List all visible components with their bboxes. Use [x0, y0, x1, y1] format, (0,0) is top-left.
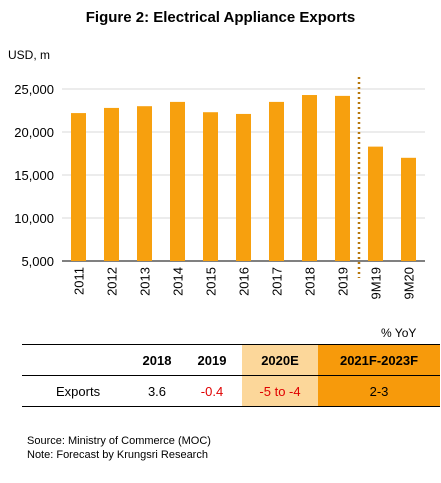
header-2020e: 2020E: [242, 344, 318, 376]
header-2018: 2018: [132, 344, 182, 376]
x-tick-label: 2017: [270, 267, 285, 296]
bar: [203, 112, 218, 261]
y-axis-label: USD, m: [8, 48, 50, 62]
forecast-note: Note: Forecast by Krungsri Research: [27, 449, 208, 461]
y-tick-label: 15,000: [14, 168, 54, 183]
x-tick-label: 9M19: [369, 267, 384, 300]
cell-2018: 3.6: [132, 375, 182, 407]
y-tick-label: 25,000: [14, 82, 54, 97]
forecast-table: 2018 2019 2020E 2021F-2023F Exports 3.6 …: [22, 344, 440, 407]
bar: [269, 101, 284, 262]
header-2021f-2023f: 2021F-2023F: [318, 344, 440, 376]
cell-2020e: -5 to -4: [242, 375, 318, 407]
table-header-row: 2018 2019 2020E 2021F-2023F: [22, 344, 440, 376]
bar-chart: 5,000 10,000 15,000 20,000 25,000 2011 2012 20…: [14, 77, 425, 300]
header-2019: 2019: [182, 344, 242, 376]
chart-title: Figure 2: Electrical Appliance Exports: [85, 9, 356, 26]
x-tick-label: 2015: [204, 267, 219, 296]
bar: [335, 95, 350, 261]
x-tick-label: 2011: [72, 267, 87, 295]
y-tick-label: 10,000: [14, 211, 54, 226]
x-tick-label: 2018: [303, 267, 318, 296]
x-tick-label: 2012: [105, 267, 120, 296]
bar: [104, 107, 119, 261]
x-tick-label: 2016: [237, 267, 252, 296]
cell-2021f-2023f: 2-3: [318, 375, 440, 407]
bar: [368, 146, 383, 261]
y-tick-label: 5,000: [21, 254, 54, 269]
source-note: Source: Ministry of Commerce (MOC): [27, 435, 211, 447]
table-row: Exports 3.6 -0.4 -5 to -4 2-3: [22, 375, 440, 407]
x-tick-label: 2013: [138, 267, 153, 296]
y-tick-label: 20,000: [14, 125, 54, 140]
bar: [137, 106, 152, 261]
bar: [170, 101, 185, 262]
table-unit-label: % YoY: [381, 326, 417, 340]
cell-2019: -0.4: [182, 375, 242, 407]
row-label-exports: Exports: [22, 375, 132, 407]
x-tick-label: 9M20: [402, 267, 417, 300]
bar: [236, 113, 251, 261]
header-empty: [22, 344, 132, 376]
bar: [71, 113, 86, 261]
bar: [401, 157, 416, 261]
bar: [302, 95, 317, 262]
x-tick-label: 2014: [171, 267, 186, 296]
x-tick-label: 2019: [336, 267, 351, 296]
footnotes: Source: Ministry of Commerce (MOC) Note:…: [27, 434, 211, 462]
